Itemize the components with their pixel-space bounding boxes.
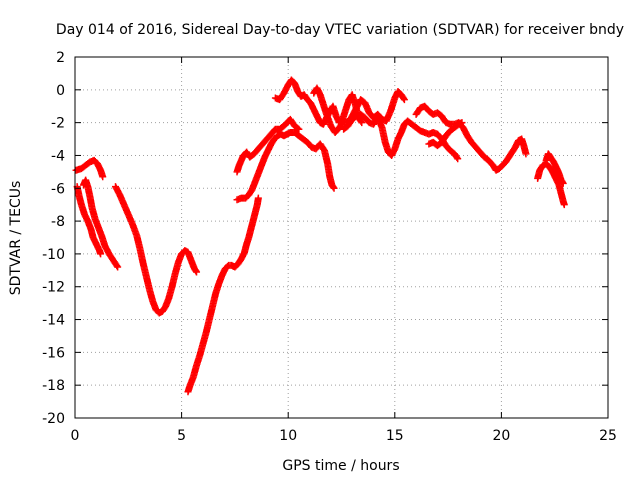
y-axis-label: SDTVAR / TECUs	[8, 181, 24, 296]
y-tick-label: -12	[42, 280, 65, 296]
chart-title: Day 014 of 2016, Sidereal Day-to-day VTE…	[56, 22, 624, 38]
y-tick-label: -6	[51, 181, 65, 197]
data-point	[193, 268, 201, 276]
data-point	[114, 263, 122, 271]
data-point	[97, 250, 105, 258]
x-tick-label: 20	[492, 428, 510, 444]
data-point	[522, 150, 530, 158]
x-tick-label: 10	[279, 428, 297, 444]
series-arc-10	[340, 110, 462, 163]
y-tick-label: -10	[42, 247, 65, 263]
data-points	[72, 76, 568, 396]
data-point	[400, 96, 408, 104]
data-point	[453, 154, 461, 162]
y-tick-label: -2	[51, 116, 65, 132]
series-arc-4	[112, 183, 201, 317]
y-tick-label: -20	[42, 411, 65, 427]
series-arc-12	[412, 102, 530, 174]
x-tick-label: 0	[71, 428, 80, 444]
data-point	[560, 201, 568, 209]
x-tick-label: 25	[599, 428, 617, 444]
x-axis-label: GPS time / hours	[282, 458, 399, 474]
data-point	[254, 194, 262, 202]
y-tick-label: -16	[42, 345, 65, 361]
plot-frame	[74, 56, 609, 419]
data-point	[113, 262, 121, 270]
series-arc-1	[72, 156, 107, 181]
series-arc-14	[542, 150, 567, 187]
y-tick-label: 0	[56, 83, 65, 99]
x-tick-label: 5	[177, 428, 186, 444]
series-arc-6	[233, 128, 338, 204]
y-tick-label: -8	[51, 214, 65, 230]
x-axis: 0 5 10 15 20 25	[71, 57, 617, 444]
y-axis: -20-18-16-14-12-10-8-6-4-202	[42, 50, 608, 427]
data-point	[559, 179, 567, 187]
data-point	[454, 155, 462, 163]
series-arc-2	[73, 183, 105, 258]
data-point	[294, 124, 302, 132]
data-point	[330, 184, 338, 192]
data-point	[357, 117, 365, 125]
grid-lines	[75, 57, 608, 418]
y-tick-label: 2	[56, 50, 65, 66]
series-arc-5	[184, 194, 262, 396]
series-arc-3	[80, 176, 122, 271]
series-arc-7	[233, 115, 303, 176]
y-tick-label: -14	[42, 313, 65, 329]
data-point	[358, 119, 366, 127]
data-point	[99, 173, 107, 181]
data-point	[295, 125, 303, 133]
x-tick-label: 15	[386, 428, 404, 444]
y-tick-label: -18	[42, 378, 65, 394]
data-point	[400, 94, 408, 102]
y-tick-label: -4	[51, 148, 65, 164]
